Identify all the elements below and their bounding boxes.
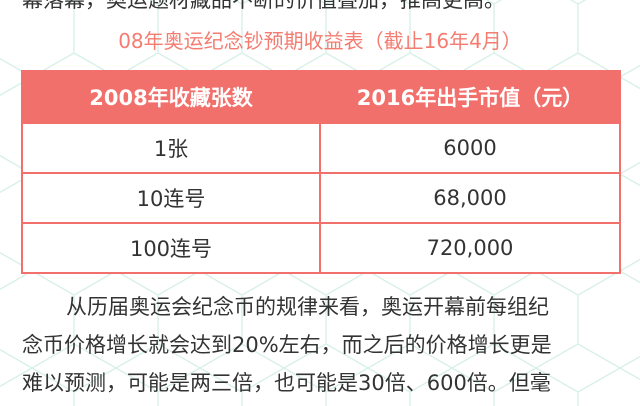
cell-quantity: 1张: [21, 122, 321, 174]
article-paragraph: 从历届奥运会纪念币的规律来看，奥运开幕前每组纪 念币价格增长就会达到20%左右，…: [22, 288, 622, 402]
table-row: 10连号 68,000: [21, 172, 621, 224]
paragraph-line: 难以预测，可能是两三倍，也可能是30倍、600倍。但毫: [22, 371, 551, 395]
paragraph-line: 念币价格增长就会达到20%左右，而之后的价格增长更是: [22, 333, 552, 357]
article-text-top-line: 幕落幕，奥运题材藏品不断的价值叠加，推高更高。: [22, 0, 505, 12]
cell-value: 6000: [319, 122, 621, 174]
returns-table: 2008年收藏张数 2016年出手市值（元） 1张 6000 10连号 68,0…: [21, 70, 621, 274]
table-row: 1张 6000: [21, 122, 621, 174]
table-title: 08年奥运纪念钞预期收益表（截止16年4月）: [118, 29, 522, 53]
cell-quantity: 10连号: [21, 172, 321, 224]
header-quantity: 2008年收藏张数: [21, 70, 321, 124]
paragraph-line: 从历届奥运会纪念币的规律来看，奥运开幕前每组纪: [66, 295, 549, 319]
table-header-row: 2008年收藏张数 2016年出手市值（元）: [21, 70, 621, 124]
cell-value: 68,000: [319, 172, 621, 224]
table-row: 100连号 720,000: [21, 222, 621, 274]
cell-value: 720,000: [319, 222, 621, 274]
cell-quantity: 100连号: [21, 222, 321, 274]
header-market-value: 2016年出手市值（元）: [319, 70, 621, 124]
